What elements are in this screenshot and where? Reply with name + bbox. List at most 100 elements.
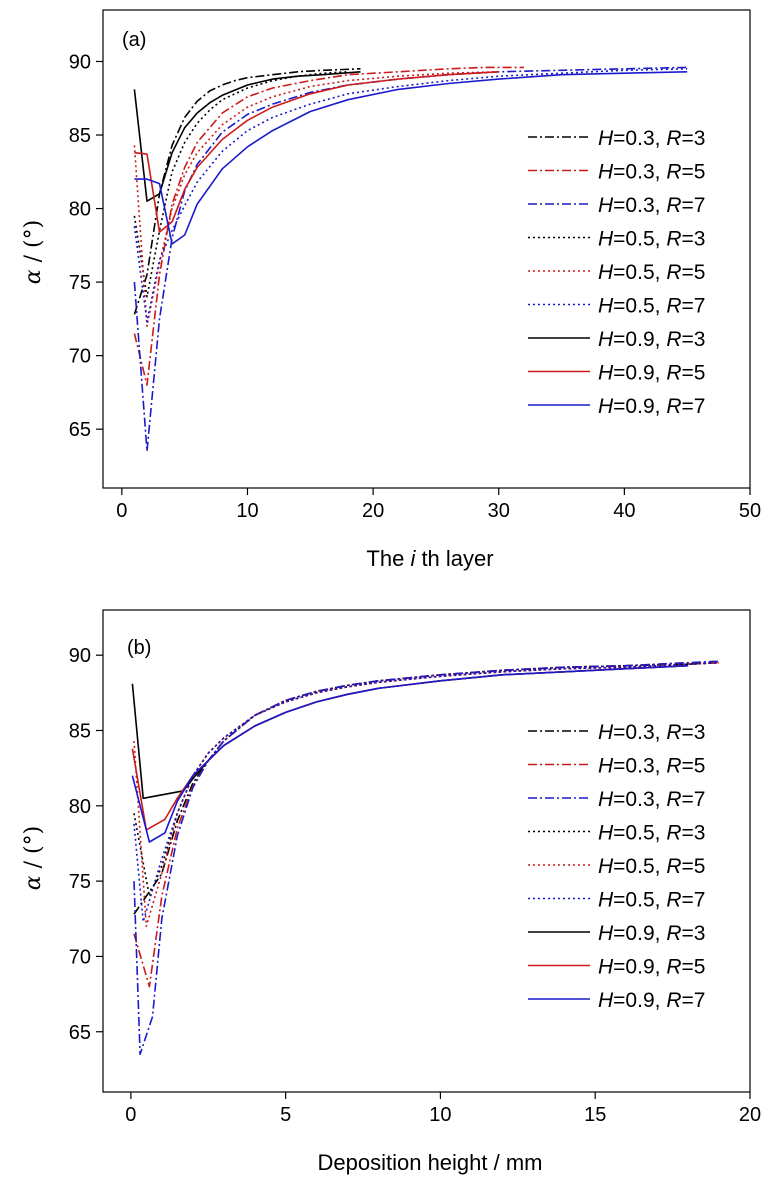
- legend-r-symbol: R: [666, 989, 681, 1012]
- legend-r-symbol: R: [666, 127, 681, 150]
- series-line-1: [133, 66, 524, 386]
- chart-panel-b: 0 5 10 15 20 65 70 75 80 85 90 (b) Deposition height…: [21, 609, 761, 1175]
- legend-entry: H=0.9, R=3: [598, 922, 705, 945]
- legend-h-symbol: H: [598, 922, 614, 945]
- legend-r-symbol: R: [666, 228, 681, 251]
- x-tick-label: 20: [362, 500, 384, 522]
- legend-r-value: =7: [681, 194, 705, 217]
- x-tick-label: 40: [613, 500, 635, 522]
- panel-label: (b): [127, 637, 151, 659]
- legend-r-value: =3: [681, 822, 705, 845]
- x-axis-label-part: Deposition height / mm: [318, 1150, 543, 1175]
- y-tick-label: 65: [69, 419, 91, 441]
- legend-r-value: =3: [681, 228, 705, 251]
- legend-r-symbol: R: [666, 721, 681, 744]
- legend-r-value: =3: [681, 127, 705, 150]
- legend-entry: H=0.3, R=5: [598, 161, 705, 184]
- y-axis-symbol: α: [21, 269, 46, 284]
- legend-r-symbol: R: [666, 395, 681, 418]
- series-line-3: [133, 71, 349, 298]
- legend-h-symbol: H: [598, 261, 614, 284]
- x-tick-label: 10: [236, 500, 258, 522]
- legend-h-symbol: H: [598, 721, 614, 744]
- y-tick-label: 90: [69, 51, 91, 73]
- legend-entry: H=0.5, R=7: [598, 295, 705, 318]
- legend: H=0.3, R=3H=0.3, R=5H=0.3, R=7H=0.5, R=3…: [528, 127, 705, 418]
- x-axis-label: The i th layer: [366, 546, 493, 571]
- y-tick-label: 85: [69, 125, 91, 147]
- series-line-8: [134, 71, 688, 245]
- legend-r-value: =3: [681, 328, 705, 351]
- legend-h-symbol: H: [598, 295, 614, 318]
- legend-h-symbol: H: [598, 822, 614, 845]
- legend-h-value: =0.5,: [613, 889, 666, 912]
- x-axis-label-part: The: [366, 546, 410, 571]
- legend-r-symbol: R: [666, 956, 681, 979]
- legend-r-symbol: R: [666, 295, 681, 318]
- legend-h-symbol: H: [598, 855, 614, 878]
- y-tick-label: 75: [69, 272, 91, 294]
- legend-h-value: =0.9,: [613, 395, 666, 418]
- y-tick-label: 80: [69, 796, 91, 818]
- legend-h-symbol: H: [598, 755, 614, 778]
- legend-entry: H=0.5, R=3: [598, 228, 705, 251]
- legend-r-value: =3: [681, 721, 705, 744]
- legend-r-symbol: R: [666, 362, 681, 385]
- series-line-6: [133, 71, 361, 202]
- legend-h-value: =0.3,: [613, 194, 666, 217]
- legend-entry: H=0.9, R=5: [598, 362, 705, 385]
- x-tick-label: 30: [488, 500, 510, 522]
- y-tick-label: 65: [69, 1022, 91, 1044]
- legend-r-symbol: R: [666, 922, 681, 945]
- legend-h-symbol: H: [598, 889, 614, 912]
- legend-h-value: =0.9,: [613, 922, 666, 945]
- legend-r-symbol: R: [666, 855, 681, 878]
- legend-h-value: =0.9,: [613, 328, 666, 351]
- legend-entry: H=0.9, R=7: [598, 395, 705, 418]
- legend-r-symbol: R: [666, 755, 681, 778]
- legend-entry: H=0.5, R=5: [598, 855, 705, 878]
- legend-r-value: =7: [681, 989, 705, 1012]
- legend-r-value: =7: [681, 889, 705, 912]
- legend-h-value: =0.9,: [613, 956, 666, 979]
- legend-r-value: =5: [681, 755, 705, 778]
- legend-r-symbol: R: [666, 889, 681, 912]
- legend-r-symbol: R: [666, 261, 681, 284]
- legend-r-value: =7: [681, 295, 705, 318]
- x-axis-label: Deposition height / mm: [318, 1150, 543, 1175]
- legend-entry: H=0.9, R=3: [598, 328, 705, 351]
- legend-h-value: =0.5,: [613, 295, 666, 318]
- legend-r-symbol: R: [666, 161, 681, 184]
- legend-h-symbol: H: [598, 956, 614, 979]
- y-tick-label: 90: [69, 645, 91, 667]
- legend-r-value: =7: [681, 395, 705, 418]
- x-tick-label: 0: [116, 500, 127, 522]
- legend-entry: H=0.9, R=7: [598, 989, 705, 1012]
- legend-r-value: =5: [681, 261, 705, 284]
- series-line-8: [131, 664, 689, 843]
- legend-r-symbol: R: [666, 194, 681, 217]
- legend-h-value: =0.3,: [613, 755, 666, 778]
- legend-h-value: =0.3,: [613, 161, 666, 184]
- legend-r-symbol: R: [666, 788, 681, 811]
- legend-h-value: =0.9,: [613, 362, 666, 385]
- y-tick-label: 75: [69, 871, 91, 893]
- legend-entry: H=0.3, R=7: [598, 788, 705, 811]
- legend-h-symbol: H: [598, 228, 614, 251]
- chart-panel-a: 0 10 20 30 40 50 65 70 75 80 85 90 (a) The i th layer…: [21, 9, 761, 571]
- legend-h-symbol: H: [598, 362, 614, 385]
- legend-entry: H=0.3, R=7: [598, 194, 705, 217]
- legend-h-value: =0.5,: [613, 261, 666, 284]
- y-axis-unit: / (°): [21, 220, 46, 270]
- legend-h-value: =0.3,: [613, 788, 666, 811]
- legend-r-value: =5: [681, 855, 705, 878]
- y-tick-label: 70: [69, 346, 91, 368]
- legend-h-value: =0.5,: [613, 822, 666, 845]
- legend-entry: H=0.3, R=3: [598, 127, 705, 150]
- x-tick-label: 15: [584, 1104, 606, 1126]
- x-tick-label: 50: [739, 500, 761, 522]
- legend: H=0.3, R=3H=0.3, R=5H=0.3, R=7H=0.5, R=3…: [528, 721, 705, 1012]
- y-axis-symbol: α: [21, 875, 46, 890]
- legend-entry: H=0.5, R=5: [598, 261, 705, 284]
- legend-entry: H=0.9, R=5: [598, 956, 705, 979]
